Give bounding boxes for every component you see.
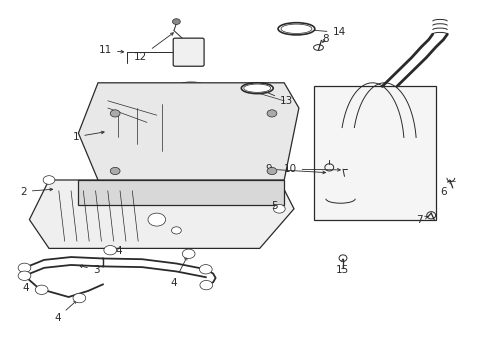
Circle shape xyxy=(73,293,86,303)
Circle shape xyxy=(182,249,195,258)
Text: 8: 8 xyxy=(322,34,329,44)
Circle shape xyxy=(172,227,181,234)
Circle shape xyxy=(35,285,48,294)
Circle shape xyxy=(104,246,117,255)
Ellipse shape xyxy=(278,23,315,35)
FancyBboxPatch shape xyxy=(173,38,204,66)
Text: 2: 2 xyxy=(20,186,52,197)
Ellipse shape xyxy=(242,83,273,94)
Text: 14: 14 xyxy=(300,27,346,37)
Text: 11: 11 xyxy=(98,45,123,55)
Circle shape xyxy=(172,19,180,24)
Circle shape xyxy=(43,176,55,184)
Text: 13: 13 xyxy=(261,90,294,106)
Circle shape xyxy=(267,110,277,117)
Text: 6: 6 xyxy=(440,181,450,197)
Circle shape xyxy=(199,265,212,274)
Text: 4: 4 xyxy=(22,275,29,293)
Circle shape xyxy=(18,263,31,273)
Circle shape xyxy=(110,167,120,175)
Text: 5: 5 xyxy=(271,201,278,211)
Text: 3: 3 xyxy=(79,265,99,275)
Text: 10: 10 xyxy=(284,164,340,174)
Circle shape xyxy=(18,271,31,280)
Circle shape xyxy=(110,110,120,117)
Polygon shape xyxy=(78,83,299,180)
Text: 15: 15 xyxy=(335,259,349,275)
Text: 12: 12 xyxy=(134,33,173,62)
Polygon shape xyxy=(78,180,284,205)
Circle shape xyxy=(273,204,285,213)
Ellipse shape xyxy=(244,84,271,93)
Circle shape xyxy=(267,167,277,175)
Polygon shape xyxy=(29,180,294,248)
Text: 9: 9 xyxy=(265,164,325,174)
Ellipse shape xyxy=(281,24,312,33)
Text: 4: 4 xyxy=(111,246,122,256)
Text: 4: 4 xyxy=(54,301,76,323)
Circle shape xyxy=(148,213,166,226)
Circle shape xyxy=(200,280,213,290)
Polygon shape xyxy=(314,86,436,220)
Text: 7: 7 xyxy=(416,215,428,225)
Text: 1: 1 xyxy=(73,131,104,142)
Text: 4: 4 xyxy=(171,257,187,288)
